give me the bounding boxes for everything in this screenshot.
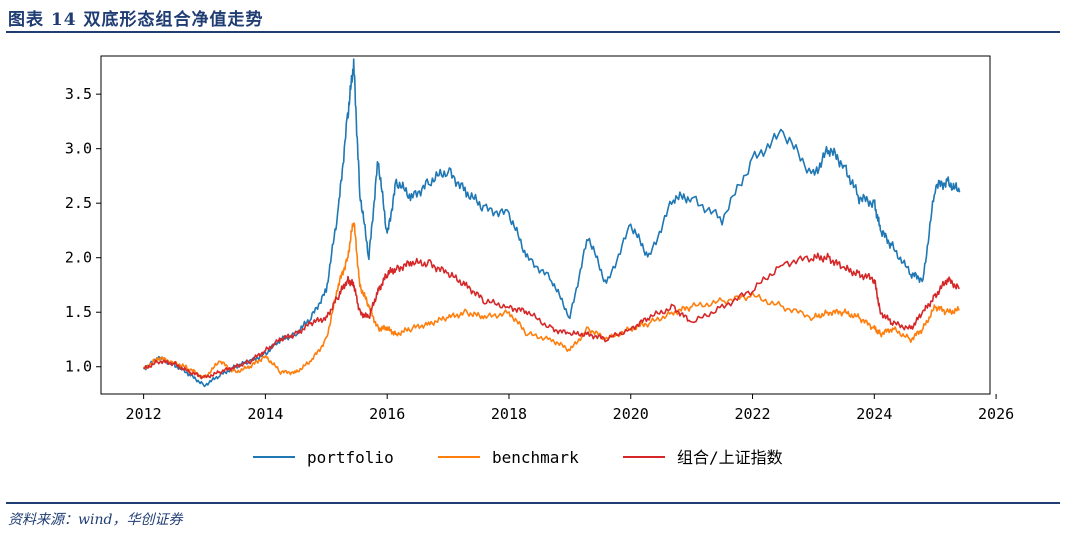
x-tick-label: 2014 xyxy=(247,405,283,423)
legend: portfolio benchmark 组合/上证指数 xyxy=(253,448,783,467)
y-tick-label: 3.5 xyxy=(65,85,92,103)
x-tick-label: 2026 xyxy=(978,405,1014,423)
top-rule xyxy=(6,31,1060,33)
axis-layer: 2012 2014 2016 2018 2020 2022 2024 2026 1.0 1.5 2.… xyxy=(65,85,1014,423)
x-tick-label: 2012 xyxy=(126,405,162,423)
y-tick-label: 1.5 xyxy=(65,303,92,321)
bottom-rule xyxy=(6,502,1060,504)
legend-label-index-ratio: 组合/上证指数 xyxy=(677,448,783,467)
source-note: 资料来源：wind，华创证券 xyxy=(8,512,183,528)
y-tick-label: 2.5 xyxy=(65,194,92,212)
figure-title: 图表 14 双底形态组合净值走势 xyxy=(8,10,264,30)
x-tick-label: 2022 xyxy=(734,405,770,423)
x-tick-label: 2024 xyxy=(856,405,892,423)
x-tick-label: 2016 xyxy=(369,405,405,423)
series-layer xyxy=(142,58,961,388)
y-tick-label: 2.0 xyxy=(65,249,92,267)
legend-label-portfolio: portfolio xyxy=(307,448,394,467)
legend-label-benchmark: benchmark xyxy=(492,448,579,467)
y-tick-label: 3.0 xyxy=(65,140,92,158)
series-line-index-ratio xyxy=(143,252,960,380)
series-line-portfolio xyxy=(142,58,961,388)
series-line-benchmark xyxy=(142,222,960,379)
x-tick-label: 2018 xyxy=(491,405,527,423)
plot-frame xyxy=(100,55,991,395)
x-tick-label: 2020 xyxy=(613,405,649,423)
y-tick-label: 1.0 xyxy=(65,358,92,376)
